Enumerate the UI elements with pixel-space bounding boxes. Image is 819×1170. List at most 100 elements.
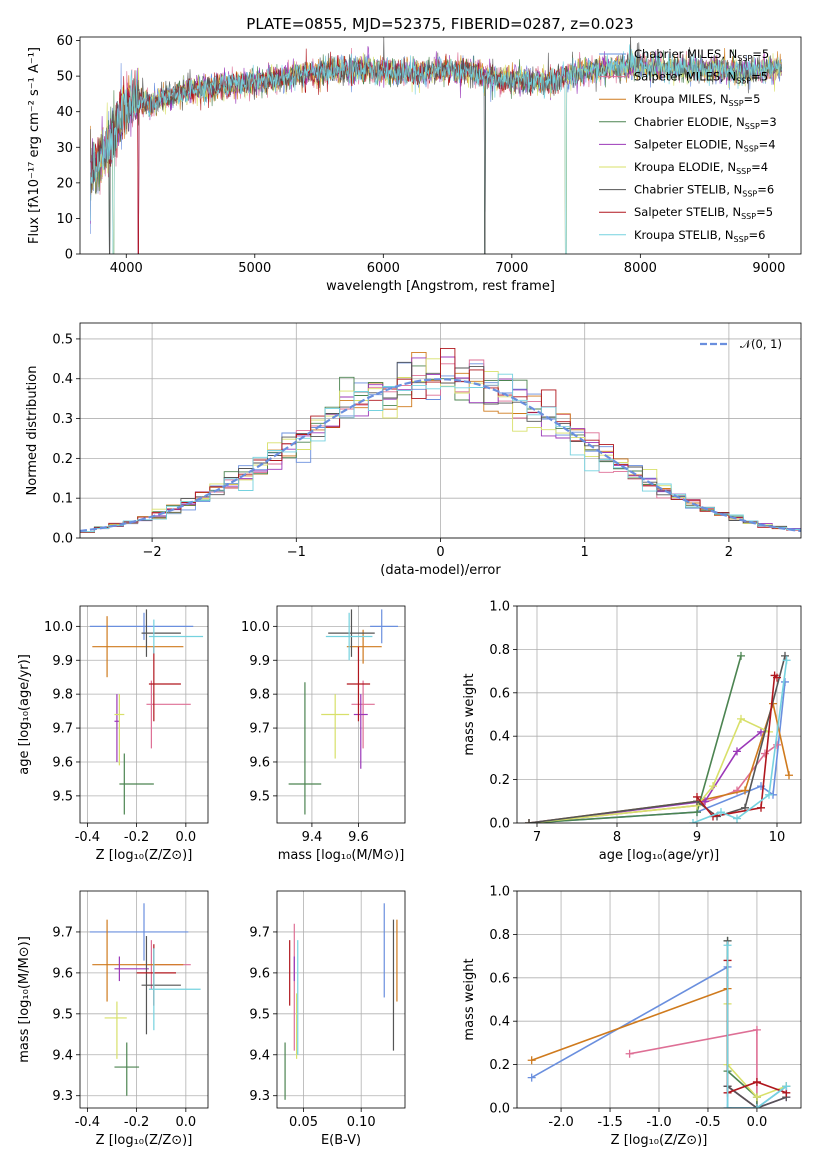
series-point bbox=[752, 1104, 761, 1108]
x-tick-label: -0.2 bbox=[124, 830, 149, 845]
panel-spectrum: 4000 5000 6000 7000 8000 9000 0 10 20 30 40 50 60 wav… bbox=[27, 34, 802, 294]
x-tick-label: -1.5 bbox=[597, 1115, 622, 1130]
legend-name: Salpeter STELIB, N bbox=[634, 205, 741, 219]
plot-area bbox=[288, 609, 399, 815]
legend-entry: Kroupa MILES, NSSP=5 bbox=[634, 92, 760, 108]
legend-suffix: =6 bbox=[757, 183, 774, 197]
legend-subscript: SSP bbox=[744, 144, 759, 153]
y-axis-label: Normed distribution bbox=[25, 366, 40, 496]
figure-title: PLATE=0855, MJD=52375, FIBERID=0287, z=0… bbox=[246, 15, 633, 33]
legend-subscript: SSP bbox=[741, 212, 756, 221]
legend-suffix: =5 bbox=[744, 92, 761, 106]
legend-subscript: SSP bbox=[745, 122, 760, 131]
series-point bbox=[781, 677, 789, 686]
y-axis-label: mass weight bbox=[462, 958, 477, 1040]
y-tick-label: 9.6 bbox=[249, 966, 270, 981]
y-tick-label: 60 bbox=[56, 34, 73, 49]
series-line bbox=[726, 945, 787, 1108]
gaussian-curve bbox=[80, 378, 801, 533]
series-point bbox=[752, 1093, 761, 1102]
x-tick-label: 0.10 bbox=[347, 1115, 376, 1130]
series-point bbox=[737, 714, 745, 723]
y-tick-label: 30 bbox=[56, 141, 73, 156]
series-point bbox=[689, 819, 697, 823]
series-line bbox=[528, 655, 786, 823]
y-tick-label: 9.6 bbox=[249, 755, 270, 770]
y-tick-label: 1.0 bbox=[489, 600, 510, 615]
y-tick-label: 10.0 bbox=[241, 620, 270, 635]
series-point bbox=[773, 673, 781, 682]
series-point bbox=[781, 651, 789, 660]
legend-suffix: =3 bbox=[760, 115, 777, 129]
axes-frame bbox=[79, 890, 209, 1109]
legend-suffix: =5 bbox=[756, 205, 773, 219]
series-point bbox=[525, 819, 533, 823]
y-tick-label: 0.3 bbox=[52, 412, 73, 427]
legend-suffix: =5 bbox=[752, 47, 769, 61]
x-tick-label: 2 bbox=[725, 545, 733, 560]
panel-residual_hist: −2 −1 0 1 2 0.0 0.1 0.2 0.3 0.4 0.5 (data-model)/er… bbox=[25, 322, 802, 578]
series-point bbox=[741, 786, 749, 795]
x-tick-label: 10 bbox=[769, 830, 786, 845]
panel-mass_weight_vs_age: 7 8 9 10 0.0 0.2 0.4 0.6 0.8 1.0 age [log₁₀(age/yr… bbox=[462, 600, 802, 863]
y-tick-label: 0 bbox=[65, 248, 73, 263]
y-tick-label: 0.0 bbox=[52, 532, 73, 547]
legend-entry: Chabrier STELIB, NSSP=6 bbox=[634, 183, 774, 199]
x-tick-label: 8000 bbox=[624, 261, 657, 276]
y-axis-label: mass [log₁₀(M/M⊙)] bbox=[17, 936, 32, 1063]
y-tick-label: 9.9 bbox=[249, 654, 270, 669]
histogram-series bbox=[80, 373, 801, 533]
legend-entry: Chabrier ELODIE, NSSP=3 bbox=[634, 115, 777, 131]
y-tick-label: 9.5 bbox=[249, 789, 270, 804]
x-tick-label: 7000 bbox=[495, 261, 528, 276]
x-axis-label: Z [log₁₀(Z/Z⊙)] bbox=[96, 848, 193, 863]
x-tick-label: -0.2 bbox=[124, 1115, 149, 1130]
x-tick-label: 0.0 bbox=[176, 830, 197, 845]
x-axis-label: wavelength [Angstrom, rest frame] bbox=[326, 279, 555, 294]
x-tick-label: -0.5 bbox=[695, 1115, 720, 1130]
axes-frame bbox=[79, 36, 802, 255]
y-tick-label: 9.7 bbox=[52, 722, 73, 737]
y-tick-label: 0.2 bbox=[489, 1058, 510, 1073]
plot-area bbox=[527, 936, 791, 1108]
series-line bbox=[629, 1028, 758, 1108]
legend-entry: Kroupa STELIB, NSSP=6 bbox=[634, 228, 765, 244]
series-line bbox=[531, 987, 758, 1108]
legend-entry: Chabrier MILES, NSSP=5 bbox=[634, 47, 769, 63]
y-tick-label: 0.6 bbox=[489, 686, 510, 701]
x-tick-label: -2.0 bbox=[548, 1115, 573, 1130]
plot-area bbox=[89, 609, 204, 815]
plot-area bbox=[89, 903, 201, 1096]
series-point bbox=[782, 656, 791, 665]
panel-age_vs_mass: 9.4 9.6 9.5 9.6 9.7 9.8 9.9 10.0 mass [log₁₀(M/M… bbox=[241, 605, 406, 863]
y-tick-label: 9.4 bbox=[52, 1048, 73, 1063]
series-point bbox=[757, 803, 765, 812]
legend-name: Salpeter ELODIE, N bbox=[634, 137, 744, 151]
series-point bbox=[723, 941, 732, 950]
legend-subscript: SSP bbox=[742, 190, 757, 199]
y-tick-label: 50 bbox=[56, 70, 73, 85]
y-tick-label: 0.2 bbox=[489, 773, 510, 788]
plot-area bbox=[90, 37, 782, 254]
y-tick-label: 9.7 bbox=[249, 925, 270, 940]
series-point bbox=[709, 782, 717, 791]
series-point bbox=[765, 790, 773, 799]
x-tick-label: -1.0 bbox=[646, 1115, 671, 1130]
legend-subscript: SSP bbox=[737, 54, 752, 63]
x-tick-label: 9.4 bbox=[302, 830, 323, 845]
x-tick-label: 0.05 bbox=[289, 1115, 318, 1130]
y-tick-label: 0.4 bbox=[52, 372, 73, 387]
series-point bbox=[733, 747, 741, 756]
series-line bbox=[528, 700, 790, 823]
legend-entry: Salpeter ELODIE, NSSP=4 bbox=[634, 137, 776, 153]
legend-name: Chabrier ELODIE, N bbox=[634, 115, 745, 129]
x-tick-label: -0.4 bbox=[75, 1115, 100, 1130]
x-tick-label: 9 bbox=[693, 830, 701, 845]
x-tick-label: −1 bbox=[287, 545, 306, 560]
series-point bbox=[527, 1073, 536, 1082]
y-tick-label: 0.4 bbox=[489, 1015, 510, 1030]
y-tick-label: 9.9 bbox=[52, 654, 73, 669]
series-point bbox=[752, 1025, 761, 1034]
series-point bbox=[773, 740, 781, 749]
